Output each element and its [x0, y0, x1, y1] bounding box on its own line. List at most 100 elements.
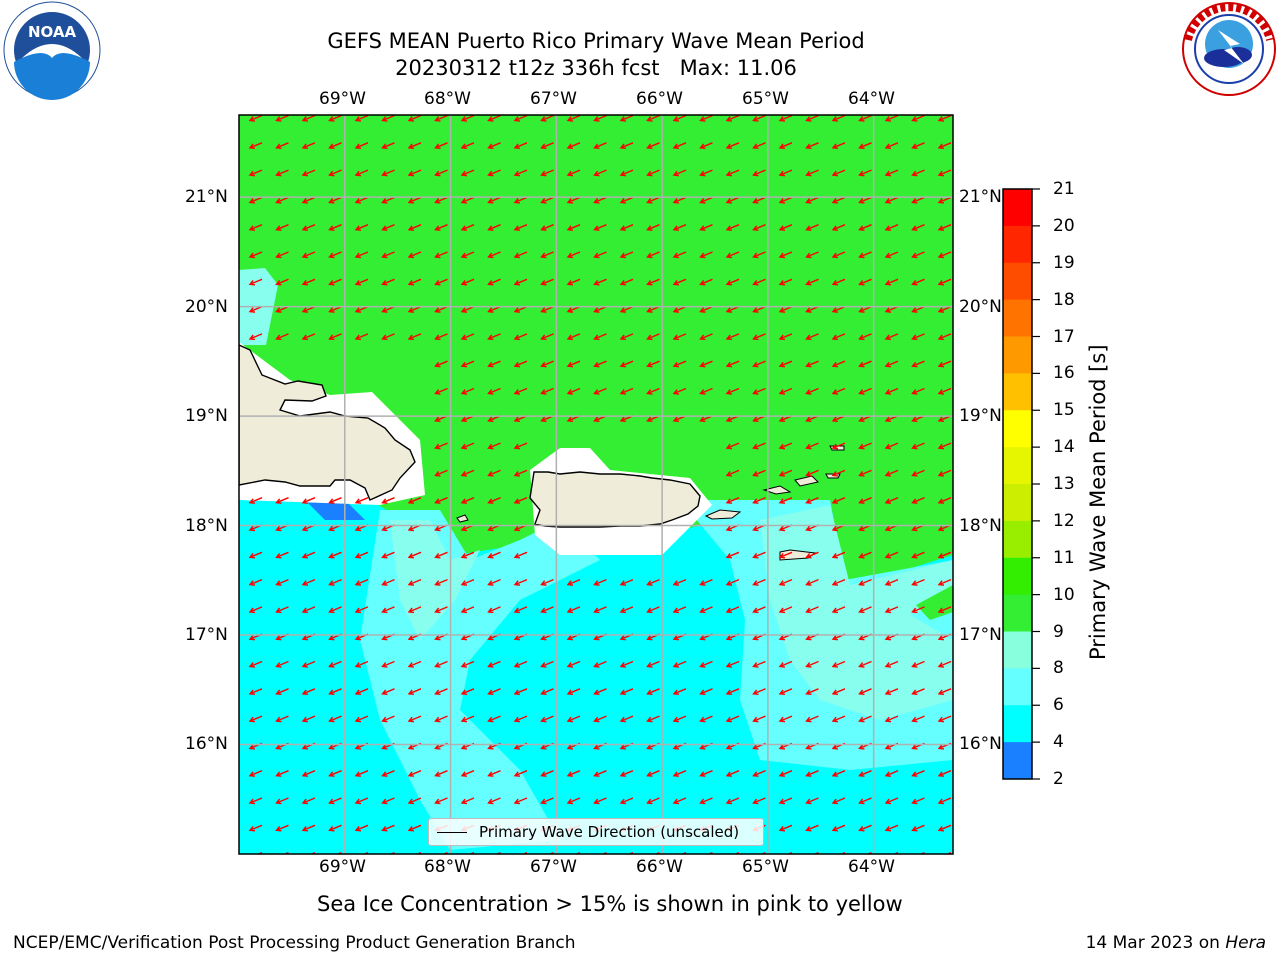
- wave-direction-arrow: [646, 196, 660, 204]
- wave-direction-arrow: [328, 251, 342, 259]
- wave-direction-arrow: [725, 142, 740, 150]
- wave-direction-arrow: [725, 606, 740, 614]
- lon-tick-top-66w: 66°W: [636, 89, 683, 109]
- wave-direction-arrow: [354, 497, 369, 504]
- map-legend: Primary Wave Direction (unscaled): [428, 818, 764, 846]
- wave-direction-arrow: [778, 115, 793, 122]
- wave-direction-arrow: [858, 797, 872, 805]
- wave-direction-arrow: [778, 469, 793, 477]
- lat-tick-left-18n: 18°N: [185, 516, 228, 536]
- wave-direction-arrow: [725, 442, 740, 450]
- colorbar-tick-label: 9: [1053, 621, 1064, 642]
- wave-direction-arrow: [778, 578, 793, 586]
- wave-direction-arrow: [619, 578, 634, 586]
- wave-direction-arrow: [328, 715, 342, 723]
- wave-direction-arrow: [778, 660, 793, 668]
- wave-direction-arrow: [540, 660, 554, 668]
- wave-direction-arrow: [381, 333, 395, 341]
- wave-direction-arrow: [513, 660, 528, 668]
- wave-direction-arrow: [752, 551, 766, 559]
- wave-direction-arrow: [434, 715, 448, 723]
- wave-direction-arrow: [354, 196, 369, 204]
- wave-direction-arrow: [301, 824, 316, 832]
- wave-direction-arrow: [460, 551, 475, 559]
- wave-direction-arrow: [646, 115, 660, 122]
- wave-direction-arrow: [646, 278, 660, 286]
- wave-direction-arrow: [513, 305, 528, 313]
- wave-direction-arrow: [884, 660, 899, 668]
- wave-direction-arrow: [725, 497, 740, 504]
- wave-direction-arrow: [248, 715, 263, 723]
- wave-direction-arrow: [301, 578, 316, 586]
- mona-island: [456, 514, 469, 523]
- wave-direction-arrow: [460, 688, 475, 696]
- wave-direction-arrow: [593, 142, 607, 150]
- colorbar-tick-label: 18: [1053, 289, 1075, 310]
- lon-tick-top-67w: 67°W: [530, 89, 577, 109]
- wave-direction-arrow: [699, 360, 713, 368]
- wave-direction-arrow: [434, 469, 448, 477]
- wave-direction-arrow: [911, 387, 925, 395]
- wave-direction-arrow: [540, 251, 554, 259]
- wave-direction-arrow: [354, 797, 369, 805]
- wave-direction-arrow: [884, 606, 899, 614]
- wave-direction-arrow: [487, 142, 501, 150]
- wave-direction-arrow: [460, 606, 475, 614]
- wave-direction-arrow: [752, 578, 766, 586]
- wave-direction-arrow: [381, 797, 395, 805]
- sea-ice-note: Sea Ice Concentration > 15% is shown in …: [317, 892, 903, 916]
- wave-direction-arrow: [831, 551, 846, 559]
- wave-direction-arrow: [487, 360, 501, 368]
- wave-direction-arrow: [937, 305, 952, 313]
- wave-direction-arrow: [566, 387, 581, 395]
- lat-tick-right-17n: 17°N: [959, 625, 1002, 645]
- wave-direction-arrow: [434, 606, 448, 614]
- wave-direction-arrow: [434, 797, 448, 805]
- wave-direction-arrow: [699, 606, 713, 614]
- wave-direction-arrow: [805, 797, 819, 805]
- colorbar-tick-label: 4: [1053, 732, 1064, 753]
- wave-direction-arrow: [646, 770, 660, 777]
- wave-direction-arrow: [540, 196, 554, 204]
- wave-direction-arrow: [434, 305, 448, 313]
- wave-direction-arrow: [831, 770, 846, 777]
- wave-direction-arrow: [752, 497, 766, 504]
- wave-direction-arrow: [911, 578, 925, 586]
- wave-direction-arrow: [858, 688, 872, 696]
- wave-direction-arrow: [301, 224, 316, 231]
- wave-direction-arrow: [672, 169, 687, 177]
- lat-tick-right-18n: 18°N: [959, 516, 1002, 536]
- wave-direction-arrow: [752, 442, 766, 450]
- wave-direction-arrow: [460, 278, 475, 286]
- wave-direction-arrow: [407, 497, 422, 504]
- wave-direction-arrow: [831, 578, 846, 586]
- wave-direction-arrow: [778, 715, 793, 723]
- wave-direction-arrow: [354, 824, 369, 832]
- wave-direction-arrow: [301, 196, 316, 204]
- wave-direction-arrow: [831, 688, 846, 696]
- wave-direction-arrow: [725, 770, 740, 777]
- wave-direction-arrow: [911, 497, 925, 504]
- wave-direction-arrow: [460, 115, 475, 122]
- wave-direction-arrow: [911, 360, 925, 368]
- wave-direction-arrow: [407, 278, 422, 286]
- wave-direction-arrow: [487, 715, 501, 723]
- wave-direction-arrow: [407, 715, 422, 723]
- wave-direction-arrow: [752, 224, 766, 231]
- wave-direction-arrow: [831, 360, 846, 368]
- ocean-period-4-6-region: [305, 500, 365, 520]
- wave-direction-arrow: [593, 715, 607, 723]
- wave-direction-arrow: [831, 797, 846, 805]
- wave-direction-arrow: [778, 169, 793, 177]
- lat-tick-right-19n: 19°N: [959, 406, 1002, 426]
- wave-direction-arrow: [540, 606, 554, 614]
- wave-direction-arrow: [805, 169, 819, 177]
- wave-direction-arrow: [275, 688, 289, 696]
- wave-direction-arrow: [487, 797, 501, 805]
- wave-direction-arrow: [275, 169, 289, 177]
- lon-tick-bottom-68w: 68°W: [424, 857, 471, 877]
- wave-direction-arrow: [328, 824, 342, 832]
- wave-direction-arrow: [805, 115, 819, 122]
- wave-direction-arrow: [487, 770, 501, 777]
- wave-direction-arrow: [805, 360, 819, 368]
